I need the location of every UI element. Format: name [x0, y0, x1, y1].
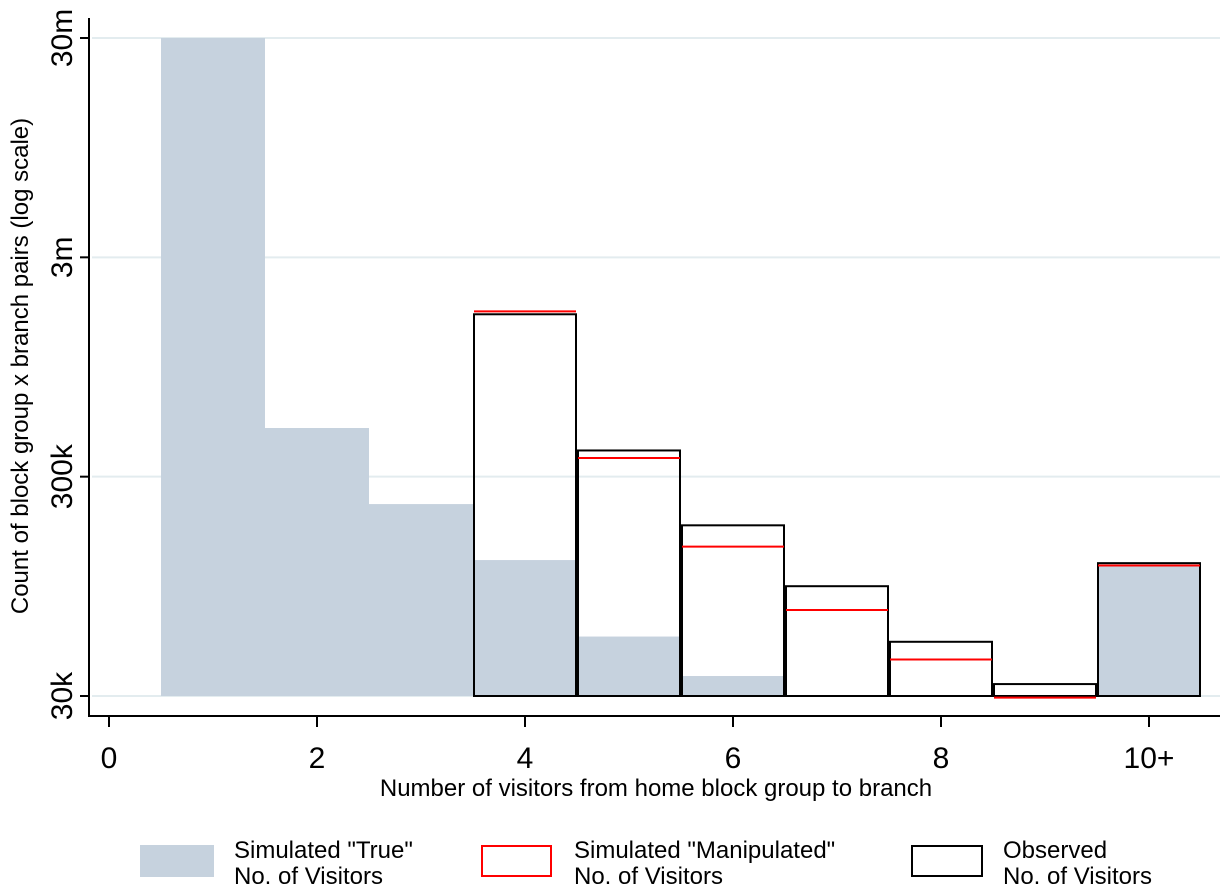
y-tick-label: 30m — [46, 9, 79, 67]
x-tick-label: 8 — [933, 742, 950, 775]
true-bar — [681, 676, 785, 696]
x-tick-label: 2 — [309, 742, 326, 775]
y-axis-ticks: 30k 300k 3m 30m — [46, 9, 89, 720]
true-series-bars — [161, 38, 1201, 696]
observed-series-bars — [473, 313, 1201, 698]
legend-label-true-line2: No. of Visitors — [234, 863, 383, 890]
true-bar — [577, 636, 681, 696]
y-tick-label: 30k — [46, 671, 79, 720]
y-tick-label: 300k — [46, 443, 79, 509]
y-tick-label: 3m — [46, 236, 79, 278]
legend-label-observed-line2: No. of Visitors — [1003, 863, 1152, 890]
legend: Simulated "True" No. of Visitors Simulat… — [140, 837, 1152, 890]
observed-bar — [785, 585, 889, 698]
x-tick-label: 0 — [101, 742, 118, 775]
x-axis-ticks: 0 2 4 6 8 10+ — [101, 716, 1175, 775]
legend-label-observed-line1: Observed — [1003, 837, 1107, 864]
y-axis-title: Count of block group x branch pairs (log… — [7, 118, 34, 614]
observed-bar — [681, 524, 785, 698]
legend-item-observed: Observed No. of Visitors — [911, 837, 1152, 890]
legend-swatch-manipulated — [481, 845, 552, 877]
legend-item-true: Simulated "True" No. of Visitors — [140, 837, 413, 890]
manipulated-series-lines — [474, 310, 1200, 699]
true-bar — [265, 428, 369, 696]
x-tick-label: 4 — [517, 742, 534, 775]
legend-item-manipulated: Simulated "Manipulated" No. of Visitors — [481, 837, 835, 890]
true-bar — [473, 560, 577, 696]
legend-swatch-true — [140, 845, 214, 877]
axes — [88, 18, 1220, 717]
legend-label-manipulated-line2: No. of Visitors — [574, 863, 723, 890]
x-tick-label: 6 — [725, 742, 742, 775]
observed-bar — [473, 313, 577, 697]
observed-bar — [1097, 562, 1201, 697]
legend-label-true-line1: Simulated "True" — [234, 837, 413, 864]
true-bar — [161, 38, 265, 696]
x-tick-label: 10+ — [1124, 742, 1175, 775]
legend-swatch-observed — [911, 845, 983, 877]
observed-bar — [889, 640, 993, 698]
observed-bar — [577, 449, 681, 697]
x-axis-title: Number of visitors from home block group… — [380, 775, 932, 802]
true-bar — [369, 504, 473, 696]
observed-bar — [993, 683, 1097, 698]
legend-label-manipulated-line1: Simulated "Manipulated" — [574, 837, 835, 864]
true-bar — [1097, 565, 1201, 696]
